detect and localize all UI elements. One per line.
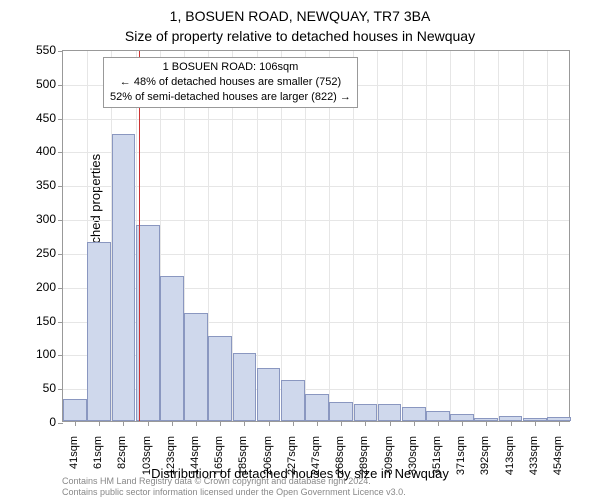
- footer-line2: Contains public sector information licen…: [62, 487, 406, 498]
- histogram-bar: [378, 404, 402, 421]
- histogram-bar: [160, 276, 184, 421]
- histogram-bar: [112, 134, 136, 421]
- chart-title-main: 1, BOSUEN ROAD, NEWQUAY, TR7 3BA: [0, 8, 600, 24]
- histogram-bar: [87, 242, 111, 421]
- histogram-bar: [305, 394, 329, 421]
- histogram-bar: [450, 414, 474, 421]
- x-tick-label: 247sqm: [310, 436, 322, 476]
- histogram-bar: [233, 353, 257, 421]
- y-tick-label: 300: [16, 212, 56, 226]
- histogram-bar: [281, 380, 305, 421]
- chart-title-sub: Size of property relative to detached ho…: [0, 28, 600, 44]
- x-tick-label: 454sqm: [552, 436, 564, 476]
- x-tick-label: 103sqm: [141, 436, 153, 476]
- x-tick-label: 433sqm: [528, 436, 540, 476]
- x-tick-label: 309sqm: [383, 436, 395, 476]
- histogram-bar: [184, 313, 208, 421]
- x-tick-label: 371sqm: [455, 436, 467, 476]
- x-tick-label: 41sqm: [68, 436, 80, 476]
- x-tick-label: 82sqm: [116, 436, 128, 476]
- histogram-bar: [257, 368, 281, 421]
- x-tick-label: 123sqm: [165, 436, 177, 476]
- footer-line1: Contains HM Land Registry data © Crown c…: [62, 476, 406, 487]
- histogram-bar: [354, 404, 378, 421]
- y-tick-label: 450: [16, 111, 56, 125]
- histogram-bar: [208, 336, 232, 421]
- plot-area: 1 BOSUEN ROAD: 106sqm← 48% of detached h…: [62, 50, 570, 422]
- y-tick-label: 500: [16, 77, 56, 91]
- y-tick-label: 350: [16, 178, 56, 192]
- y-tick-label: 150: [16, 314, 56, 328]
- annotation-box: 1 BOSUEN ROAD: 106sqm← 48% of detached h…: [103, 57, 358, 108]
- histogram-bar: [402, 407, 426, 421]
- x-tick-label: 227sqm: [286, 436, 298, 476]
- y-tick-label: 200: [16, 280, 56, 294]
- histogram-bar: [329, 402, 353, 421]
- histogram-bar: [63, 399, 87, 421]
- y-tick-label: 50: [16, 381, 56, 395]
- x-tick-label: 268sqm: [334, 436, 346, 476]
- x-tick-label: 144sqm: [189, 436, 201, 476]
- x-tick-label: 330sqm: [407, 436, 419, 476]
- y-tick-label: 0: [16, 415, 56, 429]
- x-tick-label: 351sqm: [431, 436, 443, 476]
- histogram-bar: [426, 411, 450, 421]
- y-tick-label: 400: [16, 144, 56, 158]
- x-tick-label: 165sqm: [213, 436, 225, 476]
- y-tick-label: 100: [16, 347, 56, 361]
- x-tick-label: 61sqm: [92, 436, 104, 476]
- x-tick-label: 392sqm: [479, 436, 491, 476]
- x-tick-label: 185sqm: [237, 436, 249, 476]
- footer-attribution: Contains HM Land Registry data © Crown c…: [62, 476, 406, 498]
- x-tick-label: 413sqm: [504, 436, 516, 476]
- y-tick-label: 550: [16, 43, 56, 57]
- x-tick-label: 289sqm: [358, 436, 370, 476]
- x-tick-label: 206sqm: [262, 436, 274, 476]
- y-tick-label: 250: [16, 246, 56, 260]
